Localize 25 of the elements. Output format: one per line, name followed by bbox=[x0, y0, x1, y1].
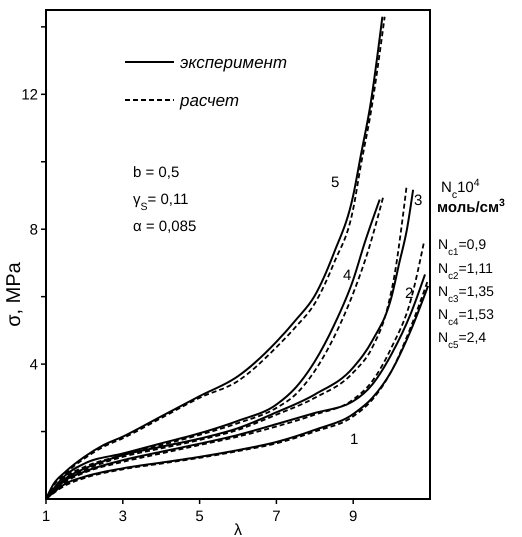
text: N$_{c3}$=1,35 bbox=[438, 283, 494, 304]
x-axis-title: λ bbox=[234, 522, 242, 537]
annotation: 2 bbox=[405, 285, 414, 302]
text: N$_{c2}$=1,11 bbox=[438, 260, 494, 282]
x-tick-label: 1 bbox=[42, 508, 50, 525]
text: N$_{c5}$=2,4 bbox=[438, 329, 486, 350]
x-tick-label: 7 bbox=[272, 508, 281, 525]
legend-label: расчет bbox=[179, 90, 240, 110]
x-tick-label: 9 bbox=[349, 508, 358, 525]
annotation: γ$_{S}$= 0,11 bbox=[133, 191, 189, 213]
annotation: b = 0,5 bbox=[133, 164, 180, 181]
y-tick-label: 4 bbox=[30, 356, 38, 374]
text: N$_{c4}$=1,53 bbox=[438, 306, 494, 328]
annotation: α = 0,085 bbox=[133, 218, 196, 235]
legend-label: эксперимент bbox=[180, 52, 288, 72]
annotation: 5 bbox=[331, 174, 340, 191]
y-axis-title: σ, MPa bbox=[3, 261, 25, 327]
annotation: 1 bbox=[350, 431, 358, 448]
text: N$_{c1}$=0,9 bbox=[438, 236, 486, 258]
x-tick-label: 3 bbox=[118, 508, 127, 525]
annotation: 3 bbox=[414, 192, 422, 209]
y-tick-label: 12 bbox=[21, 86, 38, 104]
x-tick-label: 5 bbox=[195, 508, 204, 525]
annotation: 4 bbox=[343, 267, 352, 284]
y-tick-label: 8 bbox=[30, 221, 38, 238]
